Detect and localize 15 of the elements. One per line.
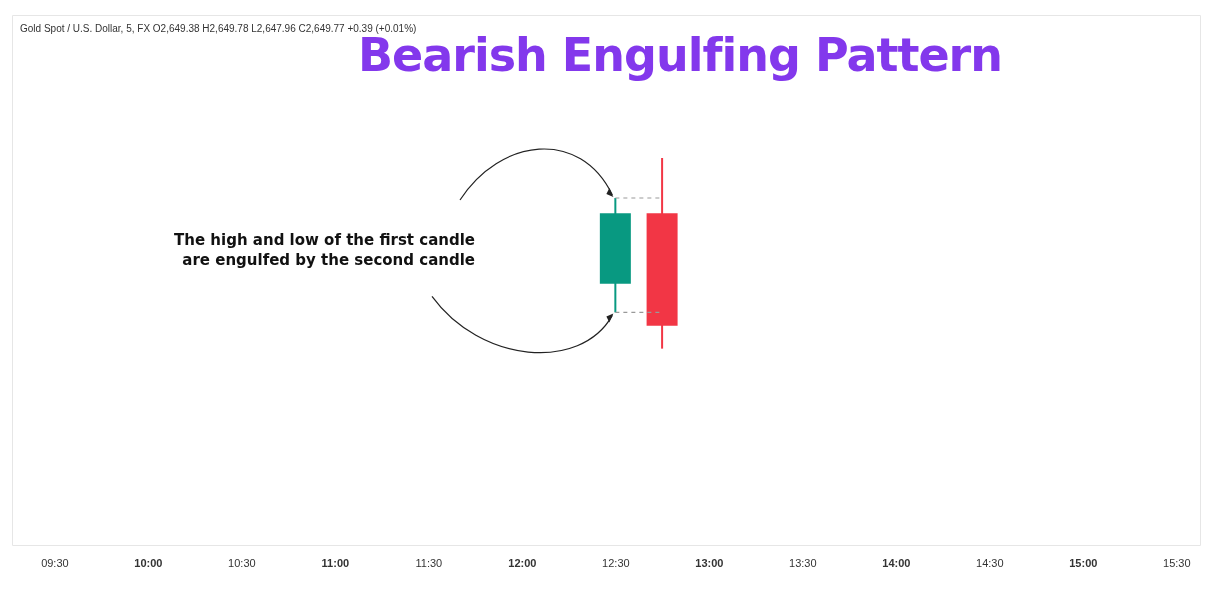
x-tick-label: 12:00 xyxy=(508,556,537,569)
x-tick-label: 14:30 xyxy=(976,556,1004,569)
x-tick-label: 12:30 xyxy=(602,556,630,569)
x-tick-label: 15:00 xyxy=(1069,556,1098,569)
x-tick-label: 13:30 xyxy=(789,556,817,569)
x-tick-label: 11:00 xyxy=(321,556,350,569)
x-tick-label: 09:30 xyxy=(41,556,69,569)
x-tick-label: 11:30 xyxy=(415,556,443,569)
x-tick-label: 15:30 xyxy=(1163,556,1191,569)
text: Gold Spot / U.S. Dollar, 5, FX O2,649.38 H2,649.78 L2,647.96 C2,649.77 +0.39 (+0.01%) xyxy=(20,23,417,34)
x-tick-label: 10:30 xyxy=(228,556,256,569)
x-tick-label: 10:00 xyxy=(134,556,163,569)
x-tick-label: 14:00 xyxy=(882,556,911,569)
annotation: The high and low of the first candle are engulfed by the second candle xyxy=(173,230,475,270)
x-tick-label: 13:00 xyxy=(695,556,724,569)
